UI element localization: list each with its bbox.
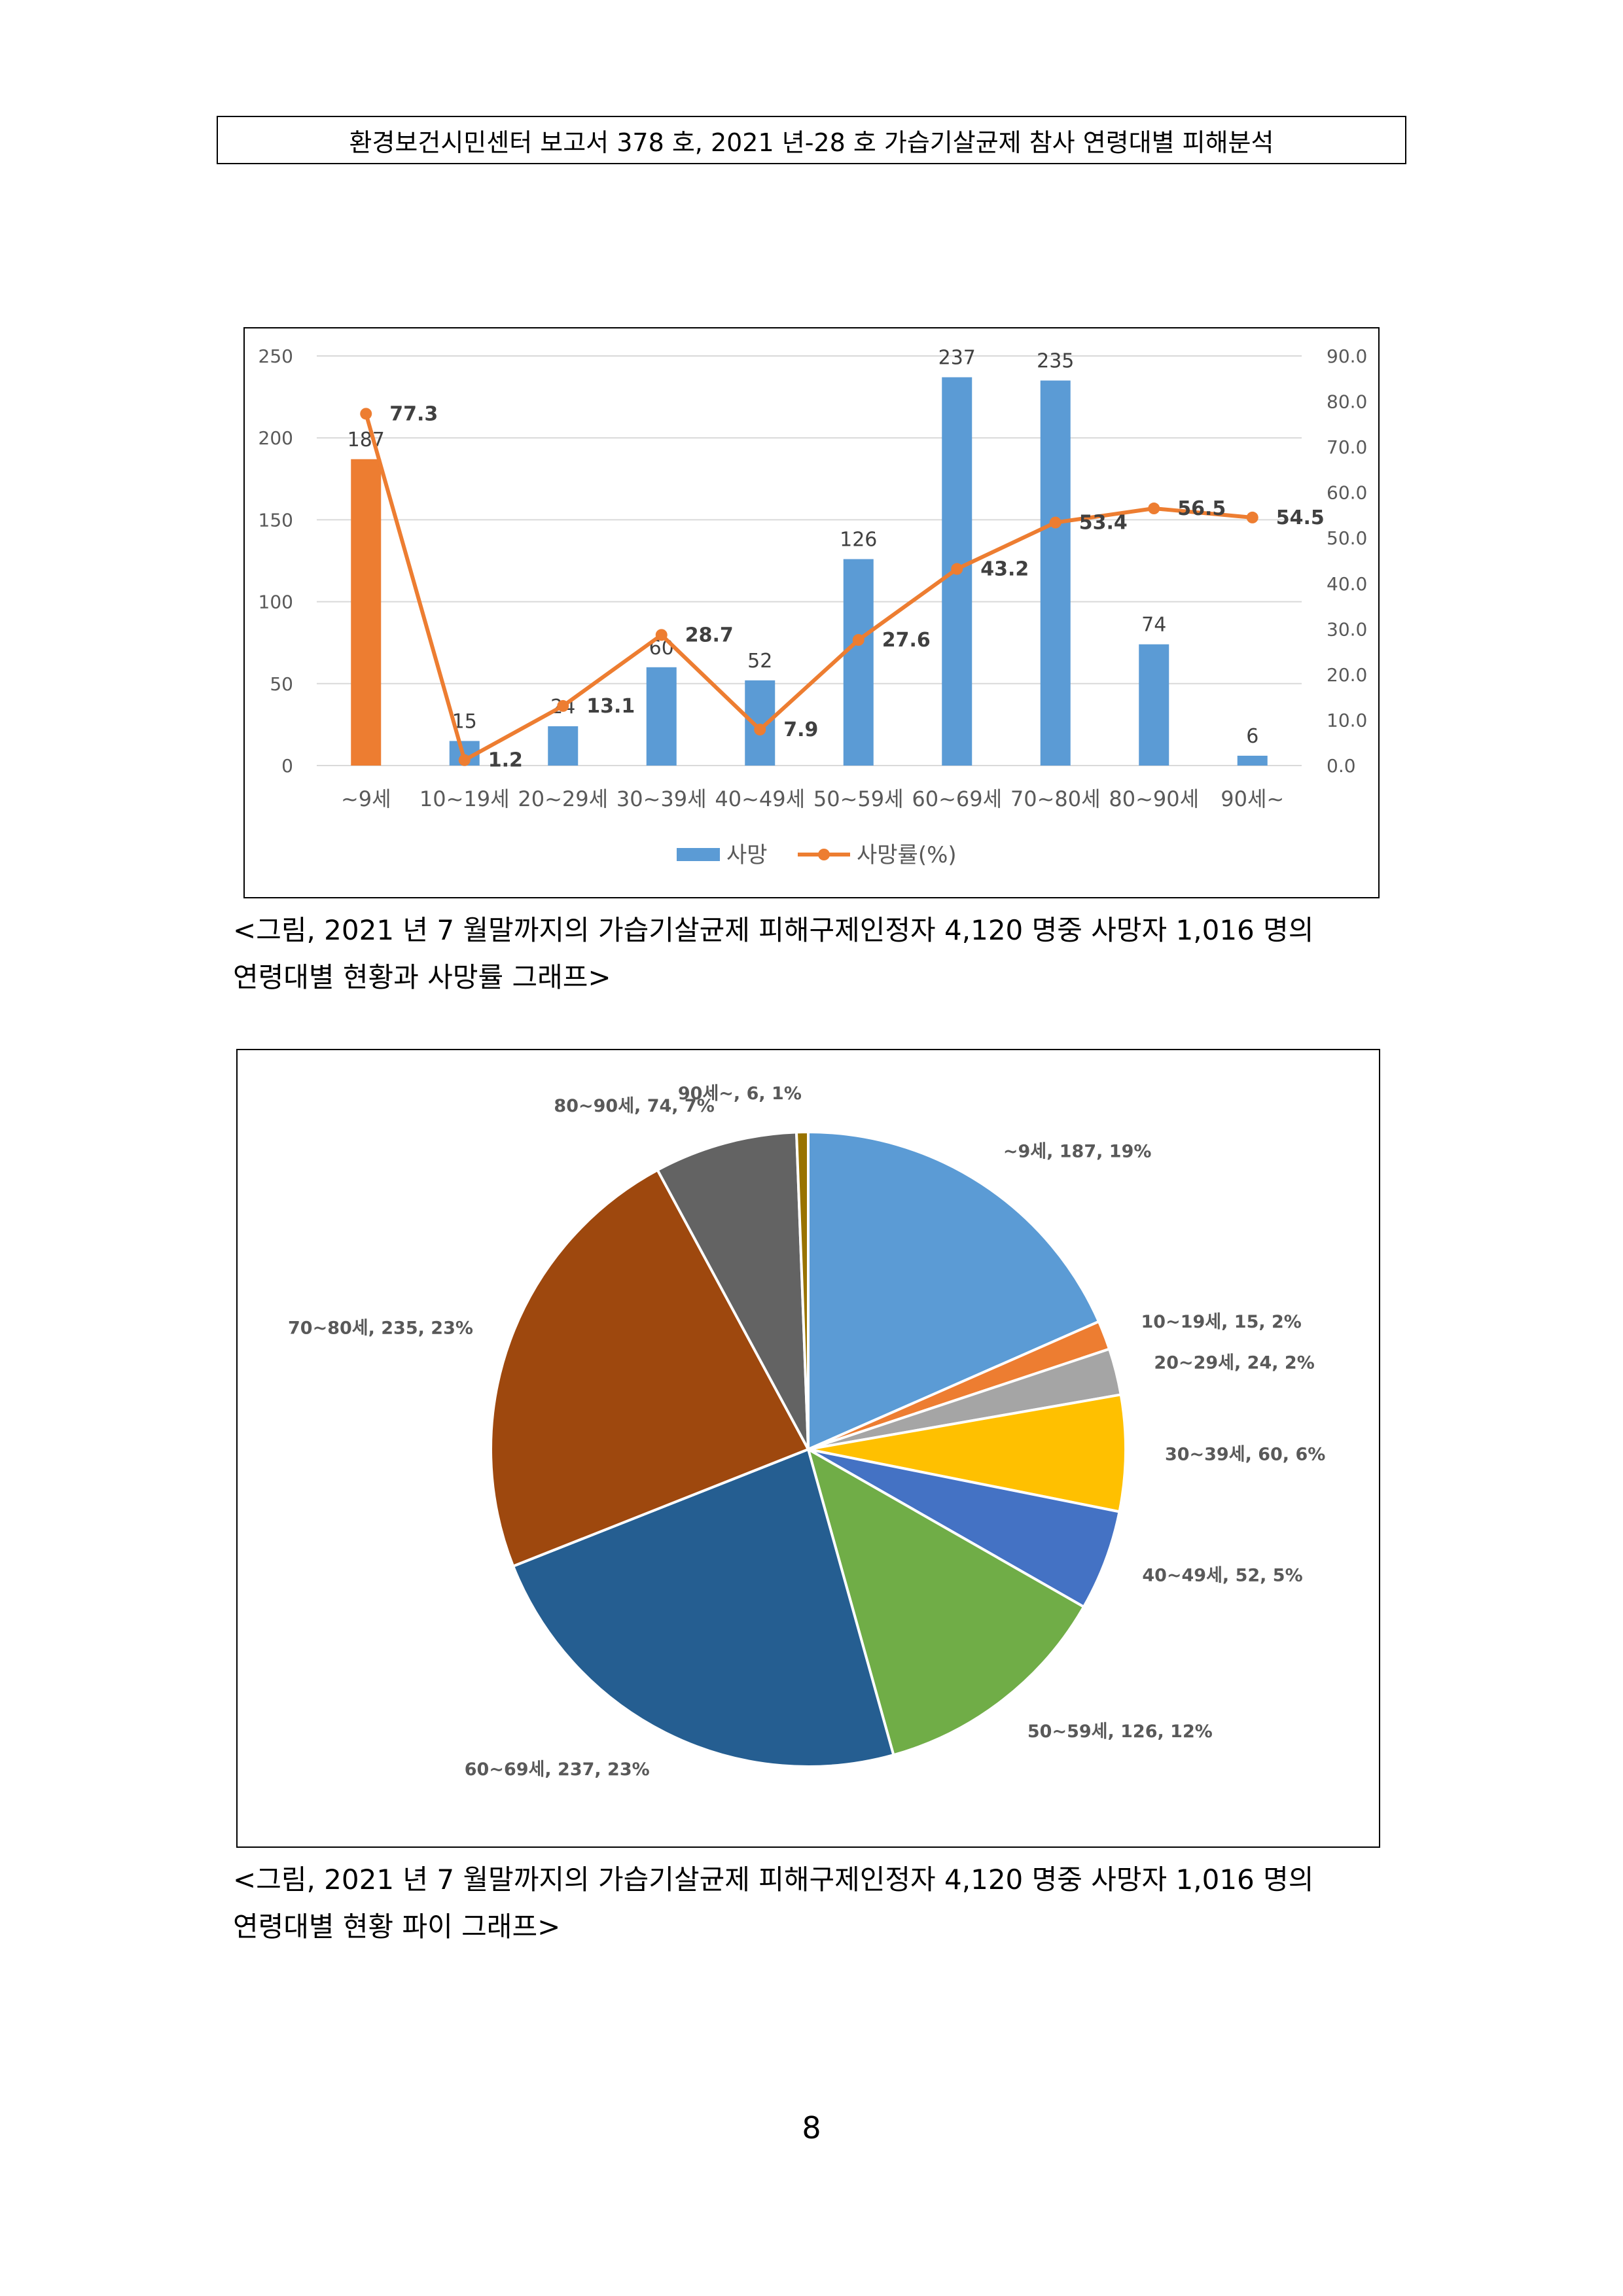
- pie-slice-label: 80~90세, 74, 7%: [554, 1096, 714, 1116]
- bar: [843, 559, 874, 766]
- legend-line-label: 사망률(%): [857, 842, 957, 868]
- y-right-tick-label: 70.0: [1327, 436, 1367, 458]
- y-right-tick-label: 40.0: [1327, 573, 1367, 595]
- y-left-tick-label: 100: [259, 592, 293, 613]
- y-right-tick-label: 30.0: [1327, 618, 1367, 640]
- y-right-tick-label: 80.0: [1327, 391, 1367, 413]
- pie-slice: [656, 1131, 810, 1450]
- x-tick-label: ~9세: [341, 786, 391, 811]
- rate-line: [364, 413, 1253, 762]
- bar: [351, 459, 382, 766]
- rate-point: [754, 724, 766, 736]
- x-tick-label: 60~69세: [912, 786, 1002, 811]
- rate-value-label: 53.4: [1079, 512, 1128, 535]
- pie-slice: [808, 1448, 1121, 1609]
- x-tick-label: 50~59세: [813, 786, 904, 811]
- figure2-caption-line2: 연령대별 현황 파이 그래프>: [233, 1911, 561, 1943]
- bar: [646, 667, 677, 766]
- x-tick-label: 30~39세: [616, 786, 707, 811]
- page-number: 8: [802, 2110, 821, 2146]
- report-header: 환경보건시민센터 보고서 378 호, 2021 년-28 호 가습기살균제 참…: [217, 116, 1406, 164]
- pie-slice: [807, 1130, 1101, 1452]
- rate-value-label: 77.3: [389, 402, 438, 425]
- bar-value-label: 187: [348, 429, 385, 451]
- rate-value-label: 7.9: [783, 718, 818, 741]
- rate-value-label: 27.6: [882, 629, 931, 652]
- pie-slice-label: ~9세, 187, 19%: [1003, 1142, 1152, 1162]
- pie-slice-label: 60~69세, 237, 23%: [465, 1759, 650, 1780]
- x-tick-label: 10~19세: [419, 786, 510, 811]
- bar: [745, 680, 776, 766]
- y-right-tick-label: 0.0: [1327, 755, 1356, 777]
- y-left-tick-label: 200: [259, 427, 293, 449]
- pie-slice-label: 40~49세, 52, 5%: [1142, 1565, 1302, 1585]
- rate-value-label: 13.1: [586, 695, 635, 718]
- rate-point: [1049, 516, 1061, 529]
- bar-value-label: 74: [1141, 614, 1166, 637]
- pie-chart: ~9세, 187, 19% 10~19세, 15, 2% 20~29세, 24, 2…: [288, 1084, 1325, 1780]
- figure1-caption-line1: <그림, 2021 년 7 월말까지의 가습기살균제 피해구제인정자 4,120…: [233, 914, 1314, 946]
- bar-value-label: 235: [1037, 350, 1074, 373]
- bar-line-chart-frame: 0 50 100 150 200 250 0.0 10.0 20.0 30.0 40.0 50.0 60…: [243, 327, 1380, 898]
- bar-value-label: 52: [747, 650, 772, 673]
- x-tick-label: 40~49세: [715, 786, 805, 811]
- figure2-caption: <그림, 2021 년 7 월말까지의 가습기살균제 피해구제인정자 4,120…: [233, 1856, 1411, 1951]
- bar-value-label: 6: [1246, 725, 1258, 748]
- figure1-caption: <그림, 2021 년 7 월말까지의 가습기살균제 피해구제인정자 4,120…: [233, 907, 1411, 1001]
- rate-value-label: 1.2: [488, 749, 523, 772]
- rate-value-label: 54.5: [1276, 506, 1325, 529]
- figure2-caption-line1: <그림, 2021 년 7 월말까지의 가습기살균제 피해구제인정자 4,120…: [233, 1863, 1314, 1896]
- y-right-tick-label: 20.0: [1327, 664, 1367, 686]
- pie-slice: [490, 1168, 810, 1568]
- rate-point: [852, 634, 865, 646]
- pie-slice-label: 70~80세, 235, 23%: [288, 1318, 473, 1338]
- rate-point: [458, 754, 471, 766]
- y-right-tick-label: 60.0: [1327, 482, 1367, 504]
- legend-line-marker: [818, 849, 830, 860]
- bar: [1040, 380, 1071, 766]
- pie-slice-label: 20~29세, 24, 2%: [1154, 1353, 1314, 1373]
- rate-value-label: 28.7: [685, 624, 734, 646]
- bar-line-chart: 0 50 100 150 200 250 0.0 10.0 20.0 30.0 40.0 50.0 60…: [259, 345, 1368, 868]
- rate-point: [1148, 503, 1160, 515]
- pie-slice-label: 30~39세, 60, 6%: [1165, 1445, 1325, 1465]
- pie-slice: [794, 1130, 810, 1450]
- bar: [548, 726, 579, 766]
- pie-slice-label: 90세~, 6, 1%: [678, 1084, 802, 1104]
- legend-bar-swatch: [677, 848, 720, 861]
- y-left-tick-label: 250: [259, 345, 293, 367]
- pie-slice-label: 50~59세, 126, 12%: [1027, 1722, 1213, 1742]
- rate-point: [360, 408, 372, 420]
- bar: [1139, 644, 1169, 766]
- legend-bar-label: 사망: [726, 842, 768, 868]
- y-left-tick-label: 150: [259, 509, 293, 531]
- report-title: 환경보건시민센터 보고서 378 호, 2021 년-28 호 가습기살균제 참…: [349, 128, 1274, 157]
- rate-point: [1246, 511, 1258, 523]
- pie-slice: [808, 1393, 1127, 1513]
- y-right-tick-label: 90.0: [1327, 345, 1367, 367]
- rate-value-label: 56.5: [1177, 497, 1226, 520]
- x-tick-label: 80~90세: [1109, 786, 1199, 811]
- rate-point: [655, 629, 668, 641]
- figure1-caption-line2: 연령대별 현황과 사망률 그래프>: [233, 961, 611, 993]
- y-right-tick-label: 10.0: [1327, 709, 1367, 731]
- x-tick-label: 20~29세: [518, 786, 608, 811]
- bar-value-label: 126: [840, 528, 877, 551]
- pie-slice-label: 10~19세, 15, 2%: [1141, 1312, 1302, 1332]
- pie-chart-frame: ~9세, 187, 19% 10~19세, 15, 2% 20~29세, 24, 2…: [236, 1049, 1380, 1848]
- rate-point: [951, 563, 963, 575]
- pie-slice: [806, 1446, 1086, 1757]
- x-tick-label: 90세~: [1221, 786, 1284, 811]
- bar: [1237, 755, 1268, 766]
- bar-value-label: 237: [938, 347, 976, 370]
- y-left-tick-label: 0: [281, 755, 293, 777]
- x-tick-label: 70~80세: [1010, 786, 1101, 811]
- y-left-tick-label: 50: [270, 673, 293, 695]
- rate-point: [557, 699, 569, 712]
- rate-value-label: 43.2: [980, 558, 1029, 581]
- y-right-tick-label: 50.0: [1327, 527, 1367, 549]
